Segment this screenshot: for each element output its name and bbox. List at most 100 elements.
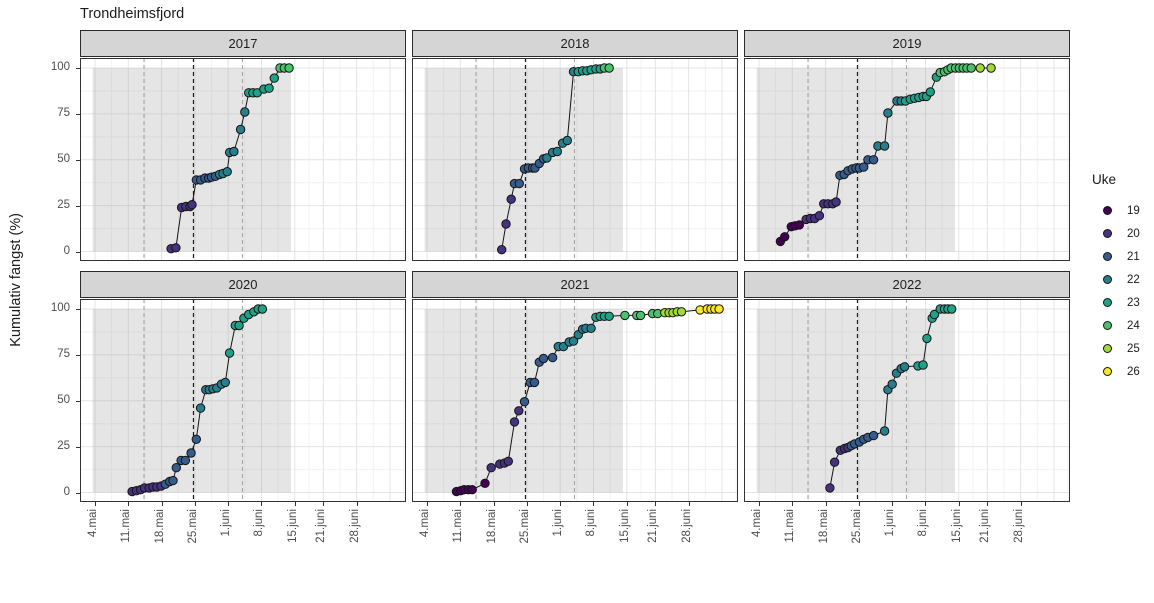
facet-strip-label: 2021	[560, 277, 590, 292]
legend-item-21: 21	[1084, 245, 1154, 268]
data-point	[918, 360, 928, 370]
x-tick-mark	[1020, 502, 1022, 506]
y-tick-label: 100	[50, 302, 70, 314]
x-tick-mark	[858, 502, 860, 506]
data-point	[562, 135, 573, 146]
legend-label: 21	[1127, 250, 1140, 263]
x-tick-label: 18.mai	[817, 509, 830, 544]
facet-strip-2018: 2018	[412, 30, 738, 57]
data-point	[929, 309, 940, 320]
facet-strip-2020: 2020	[80, 271, 406, 298]
x-tick-label: 4.mai	[87, 509, 99, 538]
facet-panel-2017	[80, 58, 406, 261]
legend-label: 25	[1127, 342, 1140, 355]
x-tick-label: 11.mai	[120, 509, 133, 543]
x-tick-mark	[194, 502, 196, 506]
data-point	[467, 485, 477, 495]
x-tick-mark	[626, 502, 628, 506]
facet-strip-label: 2020	[228, 277, 258, 292]
data-point	[899, 362, 910, 372]
x-tick-mark	[356, 502, 358, 506]
data-point	[529, 377, 540, 388]
x-tick-label: 28.juni	[1012, 509, 1025, 543]
x-tick-mark	[460, 502, 462, 506]
data-point	[604, 63, 614, 73]
x-tick-label: 15.juni	[618, 509, 631, 543]
data-point	[947, 304, 957, 314]
y-tick-label: 25	[57, 439, 70, 452]
data-point	[234, 320, 244, 331]
panel-border	[744, 58, 1070, 261]
facet-panel-2021	[412, 299, 738, 502]
facet-strip-label: 2018	[560, 36, 590, 51]
data-point	[480, 478, 490, 489]
data-point	[604, 311, 614, 321]
x-tick-label: 8.juni	[253, 509, 266, 537]
data-point	[635, 310, 646, 321]
x-tick-label: 18.mai	[153, 509, 166, 544]
facet-strip-label: 2022	[892, 277, 922, 292]
season-shading	[92, 309, 291, 493]
x-tick-mark	[526, 502, 528, 506]
y-tick-label: 0	[63, 485, 70, 498]
data-point	[235, 124, 246, 135]
x-tick-mark	[161, 502, 163, 506]
data-point	[829, 457, 840, 467]
y-tick-mark	[76, 68, 80, 69]
data-point	[168, 475, 178, 486]
x-tick-label: 11.mai	[784, 509, 797, 543]
y-tick-mark	[76, 309, 80, 310]
x-tick-mark	[655, 502, 657, 506]
data-point	[831, 197, 841, 207]
legend-label: 20	[1127, 227, 1140, 240]
panel-border	[412, 299, 738, 502]
panel-border	[80, 299, 406, 502]
season-shading	[424, 68, 623, 252]
data-point	[187, 200, 197, 210]
data-point	[922, 333, 932, 344]
y-tick-mark	[76, 113, 80, 115]
data-point	[171, 463, 182, 473]
data-point	[879, 141, 890, 151]
x-tick-label: 25.mai	[518, 509, 531, 544]
panel-border	[80, 58, 406, 261]
data-point	[222, 167, 232, 177]
data-point	[224, 348, 235, 358]
facet-strip-2022: 2022	[744, 271, 1070, 298]
legend-label: 23	[1127, 296, 1140, 309]
season-shading	[756, 309, 955, 493]
data-point	[195, 403, 206, 413]
x-tick-label: 18.mai	[485, 509, 498, 544]
facet-strip-label: 2019	[892, 36, 922, 51]
y-tick-mark	[76, 354, 80, 356]
data-point	[966, 63, 976, 73]
legend-key-dot	[1103, 344, 1112, 353]
y-axis-title: Kumulativ fangst (%)	[8, 213, 24, 347]
legend-item-20: 20	[1084, 222, 1154, 245]
y-tick-mark	[76, 251, 80, 253]
panel-border	[744, 299, 1070, 502]
x-tick-label: 21.juni	[979, 509, 992, 543]
data-point	[503, 456, 514, 467]
y-tick-label: 75	[57, 347, 70, 360]
x-tick-mark	[261, 502, 263, 506]
x-tick-label: 4.mai	[751, 509, 763, 538]
data-point	[879, 426, 890, 436]
facet-panel-2020	[80, 299, 406, 502]
legend-item-24: 24	[1084, 314, 1154, 337]
legend-label: 22	[1127, 273, 1140, 286]
legend-label: 26	[1127, 365, 1140, 378]
data-point	[506, 194, 516, 204]
legend-key-dot	[1103, 298, 1112, 307]
y-tick-label: 25	[57, 198, 70, 211]
data-point	[868, 430, 879, 441]
x-tick-label: 11.mai	[452, 509, 465, 543]
data-point	[568, 336, 579, 346]
legend-key-dot	[1103, 321, 1112, 330]
legend-item-25: 25	[1084, 337, 1154, 360]
facet-strip-2021: 2021	[412, 271, 738, 298]
x-tick-mark	[493, 502, 495, 506]
x-tick-mark	[825, 502, 827, 506]
x-tick-label: 21.juni	[647, 509, 660, 543]
